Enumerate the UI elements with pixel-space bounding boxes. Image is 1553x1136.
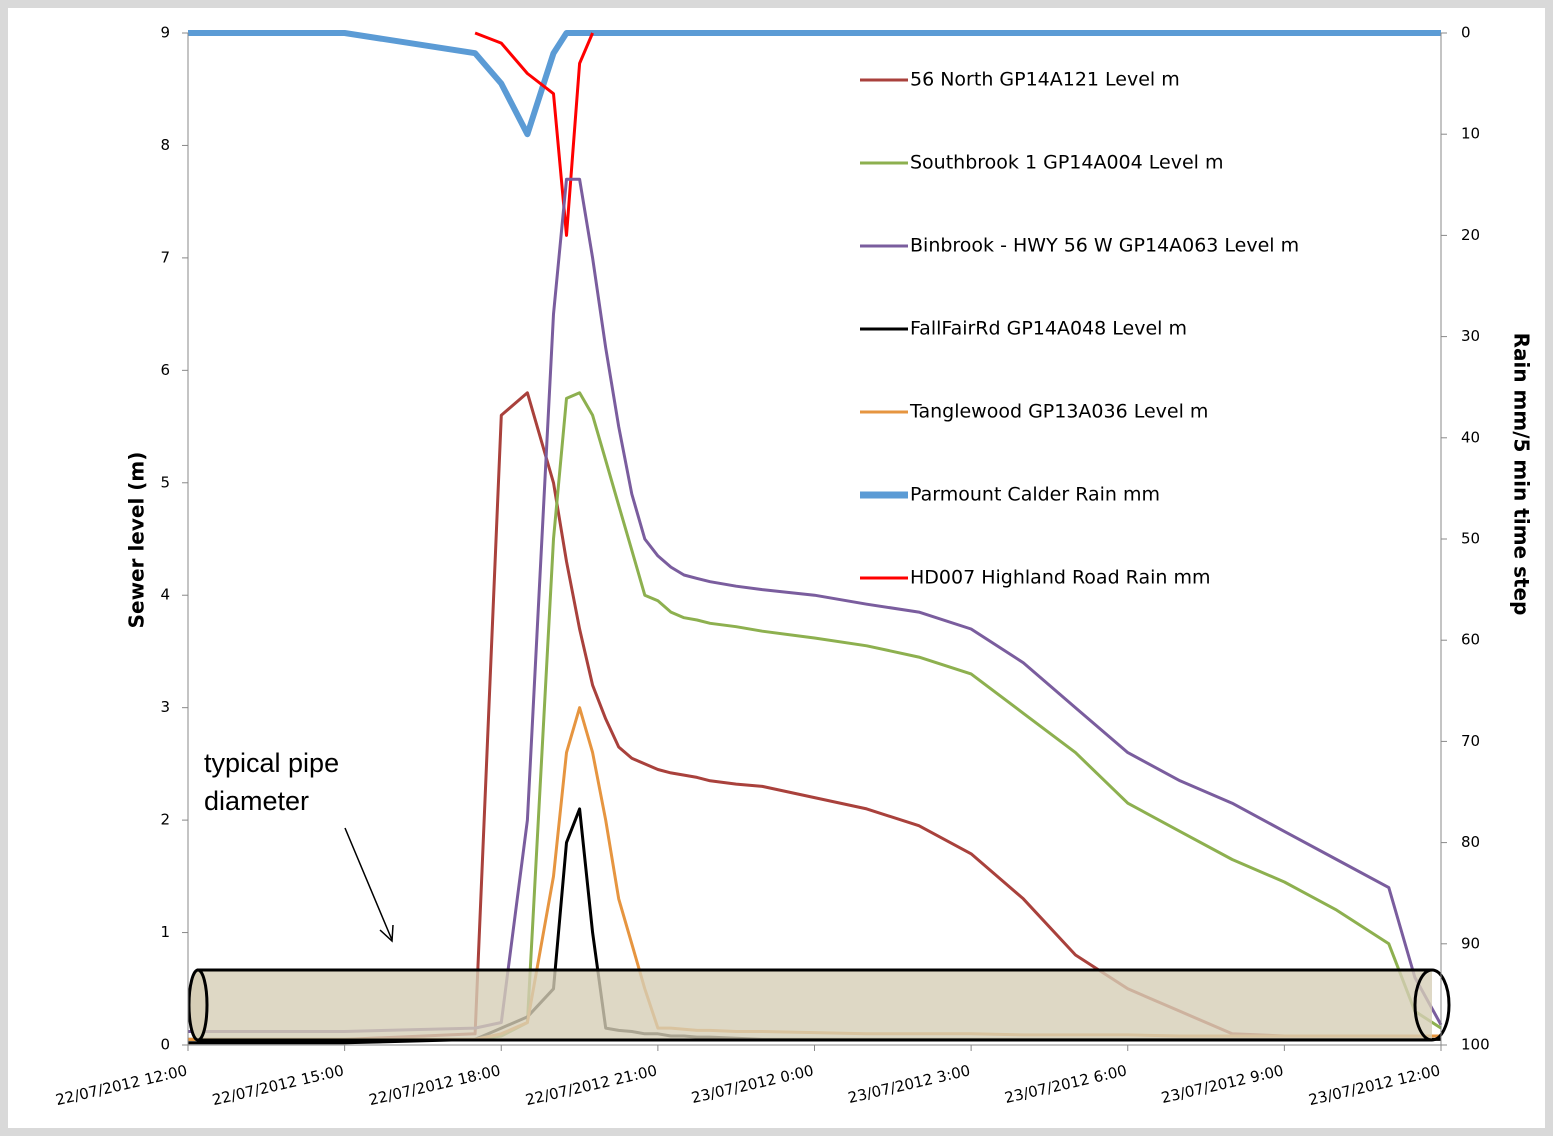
series-line	[188, 393, 1441, 1040]
x-tick-label: 22/07/2012 15:00	[210, 1061, 345, 1109]
x-tick-label: 23/07/2012 12:00	[1307, 1061, 1442, 1109]
legend-text: FallFairRd GP14A048 Level m	[910, 318, 1187, 340]
series-line	[188, 393, 1441, 1040]
y2-tick-label: 90	[1461, 934, 1480, 952]
y2-tick-label: 40	[1461, 428, 1480, 446]
y2-tick-label: 20	[1461, 226, 1480, 244]
series-line	[188, 33, 1441, 134]
pipe-illustration	[189, 828, 1449, 1040]
x-tick-label: 22/07/2012 18:00	[367, 1061, 502, 1109]
x-tick-label: 23/07/2012 9:00	[1160, 1061, 1286, 1107]
x-tick-label: 23/07/2012 6:00	[1003, 1061, 1129, 1107]
y2-tick-label: 0	[1461, 24, 1471, 42]
y-tick-label: 5	[160, 473, 170, 491]
y-tick-label: 2	[160, 811, 170, 829]
annotation: typical pipe diameter	[204, 744, 374, 820]
legend-text: HD007 Highland Road Rain mm	[910, 567, 1210, 589]
x-tick-label: 22/07/2012 12:00	[54, 1061, 189, 1109]
y-tick-label: 4	[160, 586, 170, 604]
y2-tick-label: 10	[1461, 125, 1480, 143]
legend-text: Parmount Calder Rain mm	[910, 484, 1160, 506]
plot-lines	[188, 33, 1441, 1043]
series-line	[475, 33, 592, 235]
y2-tick-label: 30	[1461, 327, 1480, 345]
y-tick-label: 1	[160, 923, 170, 941]
y2-axis-title: Rain mm/5 min time step	[1510, 333, 1534, 616]
y2-tick-label: 80	[1461, 833, 1480, 851]
y-tick-label: 7	[160, 248, 170, 266]
legend-text: Tanglewood GP13A036 Level m	[909, 401, 1208, 423]
chart: Sewer level (m) Rain mm/5 min time step …	[0, 0, 1553, 1136]
y2-tick-label: 50	[1461, 530, 1480, 548]
legend-text: Binbrook - HWY 56 W GP14A063 Level m	[910, 235, 1299, 257]
y-axis-title: Sewer level (m)	[125, 452, 149, 629]
y2-tick-label: 100	[1461, 1036, 1490, 1054]
y-tick-label: 0	[160, 1036, 170, 1054]
y-tick-label: 6	[160, 361, 170, 379]
y2-tick-label: 70	[1461, 732, 1480, 750]
legend-text: 56 North GP14A121 Level m	[910, 69, 1180, 91]
y-tick-label: 3	[160, 698, 170, 716]
legend-text: Southbrook 1 GP14A004 Level m	[910, 152, 1223, 174]
y-tick-label: 8	[160, 136, 170, 154]
y-tick-label: 9	[160, 24, 170, 42]
x-tick-label: 23/07/2012 3:00	[846, 1061, 972, 1107]
x-tick-label: 23/07/2012 0:00	[690, 1061, 816, 1107]
x-tick-label: 22/07/2012 21:00	[524, 1061, 659, 1109]
y2-tick-label: 60	[1461, 631, 1480, 649]
